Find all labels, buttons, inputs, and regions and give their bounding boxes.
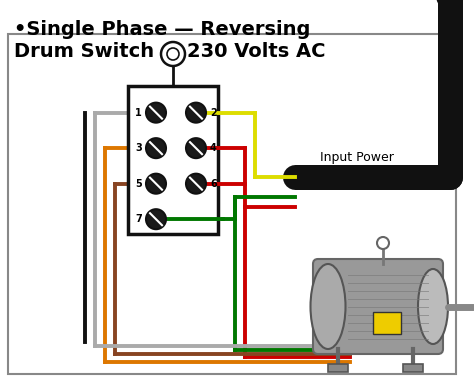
Circle shape — [146, 103, 166, 123]
Text: 1: 1 — [135, 108, 142, 118]
Bar — [128, 86, 218, 234]
FancyBboxPatch shape — [313, 259, 443, 354]
Circle shape — [167, 48, 179, 60]
Text: Drum Switch — 230 Volts AC: Drum Switch — 230 Volts AC — [14, 42, 326, 61]
Text: 7: 7 — [135, 214, 142, 224]
Text: 3: 3 — [135, 143, 142, 153]
Bar — [328, 364, 348, 372]
Text: 5: 5 — [135, 179, 142, 189]
Circle shape — [146, 209, 166, 229]
Bar — [403, 364, 423, 372]
Bar — [373, 312, 401, 334]
Ellipse shape — [310, 264, 346, 349]
Circle shape — [186, 174, 206, 194]
Text: 6: 6 — [210, 179, 217, 189]
Text: 4: 4 — [210, 143, 217, 153]
Circle shape — [186, 103, 206, 123]
Text: 2: 2 — [210, 108, 217, 118]
Ellipse shape — [418, 269, 448, 344]
Text: Input Power: Input Power — [320, 151, 394, 164]
Bar — [8, 34, 456, 374]
Circle shape — [161, 42, 185, 66]
Circle shape — [146, 138, 166, 158]
Text: •Single Phase — Reversing: •Single Phase — Reversing — [14, 20, 310, 39]
Circle shape — [146, 174, 166, 194]
Circle shape — [186, 138, 206, 158]
